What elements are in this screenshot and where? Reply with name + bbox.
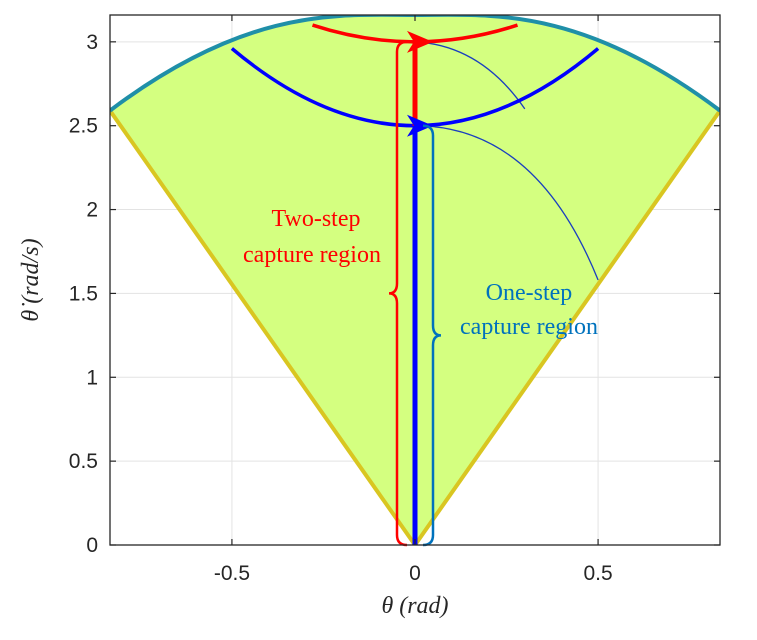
one-step-label-line1: One-step <box>486 280 573 306</box>
x-tick-label: 0 <box>409 562 421 585</box>
x-axis-label: θ (rad) <box>381 593 448 619</box>
x-axis-ticks: -0.5 0 0.5 <box>214 15 613 585</box>
region-top-arc <box>110 15 720 113</box>
y-tick-label: 0.5 <box>69 450 98 473</box>
one-step-brace <box>422 124 442 547</box>
thin-trajectory-lower <box>414 125 599 281</box>
y-tick-label: 2.5 <box>69 115 98 138</box>
y-tick-label: 3 <box>86 31 98 54</box>
y-tick-label: 1.5 <box>69 282 98 305</box>
region-left-edge <box>110 109 417 545</box>
x-tick-label: -0.5 <box>214 562 250 585</box>
y-axis-label: θ̇ (rad/s) <box>18 238 44 321</box>
plot-area <box>110 15 720 545</box>
two-step-label-line1: Two-step <box>272 206 361 232</box>
y-tick-label: 0 <box>86 534 98 557</box>
region-right-edge <box>413 109 720 545</box>
one-step-label-line2: capture region <box>460 314 598 340</box>
x-tick-label: 0.5 <box>583 562 612 585</box>
two-step-label-line2: capture region <box>243 242 381 268</box>
one-step-arrowhead <box>407 114 433 137</box>
thin-trajectory-upper <box>414 41 526 110</box>
y-tick-label: 2 <box>86 199 98 222</box>
y-axis-ticks: 0 0.5 1 1.5 2 2.5 3 <box>69 31 720 557</box>
two-step-arrowhead <box>407 30 433 53</box>
two-step-brace <box>388 40 408 547</box>
y-tick-label: 1 <box>86 366 98 389</box>
